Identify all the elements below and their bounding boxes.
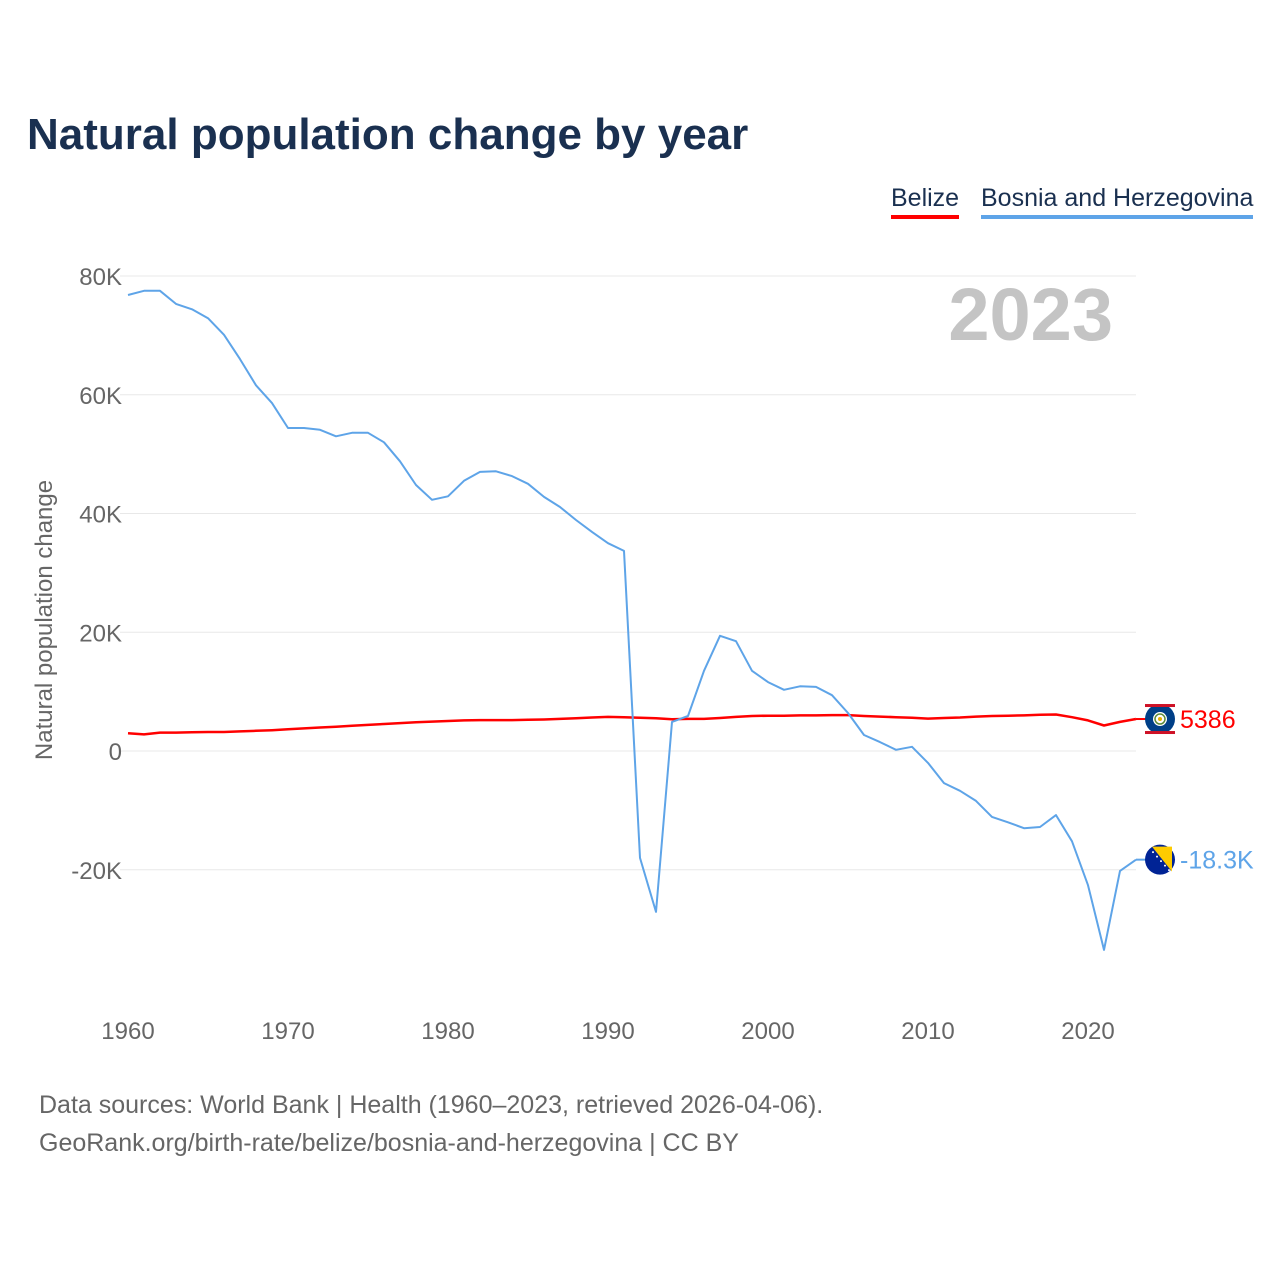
y-tick-label: 80K [79,264,122,291]
y-tick-label: -20K [71,858,122,885]
x-tick-label: 1990 [581,1018,634,1045]
x-tick-label: 2020 [1061,1018,1114,1045]
x-tick-label: 2000 [741,1018,794,1045]
footer-sources: Data sources: World Bank | Health (1960–… [39,1091,824,1119]
footer-link[interactable]: GeoRank.org/birth-rate/belize/bosnia-and… [39,1129,739,1157]
legend-belize[interactable]: Belize [891,184,960,219]
chart-plot: 80K 60K 40K 20K 0 -20K 1960 1970 1980 1990 2000 201… [31,264,1254,1045]
x-tick-label: 1970 [261,1018,314,1045]
series-line-bosnia [127,289,1137,951]
x-tick-label: 1980 [421,1018,474,1045]
legend-bosnia[interactable]: Bosnia and Herzegovina [981,184,1254,219]
end-value-label: 5386 [1180,706,1236,734]
bosnia-flag-icon [1145,844,1175,875]
x-tick-label: 1960 [101,1018,154,1045]
y-tick-label: 40K [79,502,122,529]
x-tick-label: 2010 [901,1018,954,1045]
year-watermark: 2023 [948,273,1113,356]
y-tick-label: 20K [79,620,122,647]
y-tick-label: 0 [109,739,122,766]
y-axis-label: Natural population change [31,480,58,760]
y-tick-label: 60K [79,383,122,410]
chart-title: Natural population change by year [27,110,749,159]
end-value-label: -18.3K [1180,847,1254,875]
belize-flag-icon [1145,704,1175,735]
footer: Data sources: World Bank | Health (1960–… [39,1086,823,1162]
